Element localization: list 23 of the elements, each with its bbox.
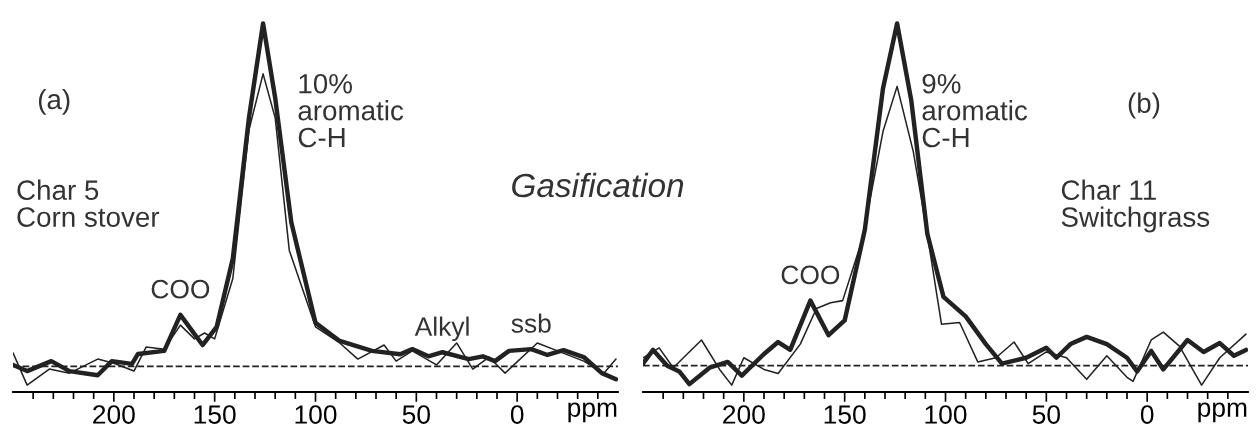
annotation: ssb bbox=[511, 313, 551, 333]
x-tick-label: 0 bbox=[1140, 405, 1154, 424]
x-axis-title: ppm bbox=[1198, 402, 1247, 423]
annotation: Char 11 Switchgrass bbox=[1061, 179, 1210, 233]
x-tick-label: 150 bbox=[194, 405, 236, 424]
annotation: (a) bbox=[38, 88, 70, 115]
annotation: (b) bbox=[1128, 92, 1160, 119]
x-tick-label: 0 bbox=[510, 405, 524, 424]
x-tick-label: 200 bbox=[93, 405, 135, 424]
x-tick-label: 100 bbox=[295, 405, 337, 424]
annotation: 10% aromatic C-H bbox=[298, 73, 404, 148]
annotation: COO bbox=[781, 265, 840, 285]
x-tick-label: 150 bbox=[824, 405, 866, 424]
x-tick-label: 50 bbox=[402, 405, 430, 424]
annotation: Gasification bbox=[512, 172, 684, 198]
x-tick-label: 200 bbox=[723, 405, 765, 424]
x-tick-label: 50 bbox=[1032, 405, 1060, 424]
annotation: Char 5 Corn stover bbox=[17, 179, 160, 227]
annotation: Alkyl bbox=[414, 316, 469, 342]
annotation: 9% aromatic C-H bbox=[922, 73, 1028, 148]
annotation: COO bbox=[151, 279, 210, 299]
x-tick-label: 100 bbox=[925, 405, 967, 424]
x-axis-title: ppm bbox=[568, 402, 617, 423]
